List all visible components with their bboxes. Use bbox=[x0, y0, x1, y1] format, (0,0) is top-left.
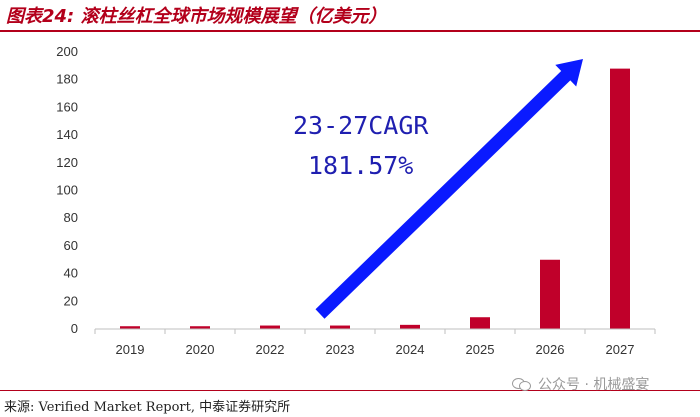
x-tick-label: 2027 bbox=[606, 342, 635, 357]
cagr-value: 181.57% bbox=[308, 151, 413, 180]
bar-2019 bbox=[120, 326, 140, 329]
x-tick-label: 2024 bbox=[396, 342, 425, 357]
growth-arrow-shape bbox=[315, 59, 583, 319]
growth-arrow bbox=[315, 59, 583, 319]
y-axis: 0 20 40 60 80 100 120 140 160 180 200 bbox=[56, 44, 78, 336]
bar-2023 bbox=[330, 325, 350, 329]
watermark: 公众号 · 机械盛宴 bbox=[512, 374, 649, 394]
y-tick-label: 160 bbox=[56, 99, 78, 114]
footer-divider bbox=[0, 390, 700, 391]
bar-2020 bbox=[190, 326, 210, 329]
x-tick-label: 2023 bbox=[326, 342, 355, 357]
source-note: 来源: Verified Market Report, 中泰证券研究所 bbox=[4, 400, 291, 415]
y-tick-label: 0 bbox=[71, 321, 78, 336]
y-tick-label: 180 bbox=[56, 72, 78, 87]
figure-title: 图表24: 滚柱丝杠全球市场规模展望（亿美元） bbox=[6, 6, 387, 27]
y-tick-label: 60 bbox=[64, 238, 78, 253]
y-tick-label: 140 bbox=[56, 127, 78, 142]
bar-2024 bbox=[400, 324, 420, 329]
wechat-icon bbox=[512, 376, 532, 392]
bar-2022 bbox=[260, 325, 280, 329]
x-tick-label: 2022 bbox=[256, 342, 285, 357]
bar-2025 bbox=[470, 317, 490, 329]
y-tick-label: 40 bbox=[64, 266, 78, 281]
x-axis: 2019 2020 2022 2023 2024 2025 2026 2027 bbox=[94, 328, 656, 357]
x-tick-label: 2026 bbox=[536, 342, 565, 357]
y-tick-label: 20 bbox=[64, 293, 78, 308]
title-divider bbox=[0, 30, 700, 32]
bar-2026 bbox=[540, 259, 560, 329]
cagr-label: 23-27CAGR bbox=[293, 111, 429, 140]
y-tick-label: 200 bbox=[56, 44, 78, 59]
bar-2027 bbox=[610, 68, 630, 329]
x-tick-label: 2020 bbox=[186, 342, 215, 357]
x-tick-label: 2019 bbox=[116, 342, 145, 357]
bars bbox=[120, 68, 630, 329]
y-tick-label: 80 bbox=[64, 210, 78, 225]
watermark-text: 公众号 · 机械盛宴 bbox=[538, 377, 650, 393]
y-tick-label: 100 bbox=[56, 183, 78, 198]
y-tick-label: 120 bbox=[56, 155, 78, 170]
x-tick-label: 2025 bbox=[466, 342, 495, 357]
bar-chart: 0 20 40 60 80 100 120 140 160 180 200 2019 2020 2022… bbox=[56, 44, 656, 357]
